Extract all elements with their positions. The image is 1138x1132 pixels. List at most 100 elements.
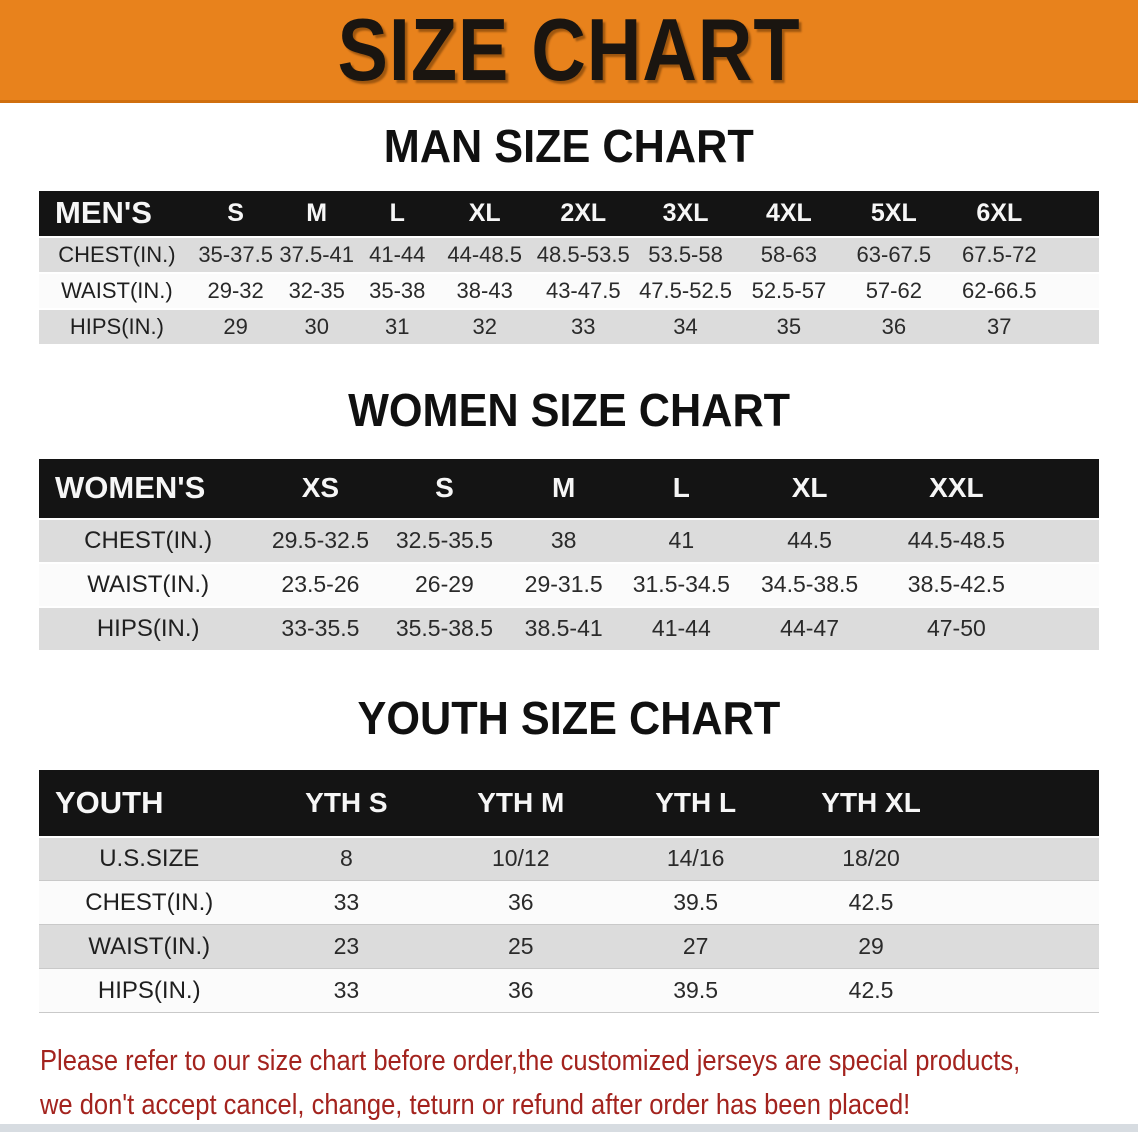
size-value-cell: 29: [858, 933, 884, 960]
size-header-cell: 6XL: [946, 190, 1053, 237]
size-value-cell: 41-44: [651, 615, 711, 642]
size-value-cell: 37.5-41: [279, 241, 355, 267]
size-value-cell: 47.5-52.5: [639, 277, 733, 303]
men-section-title: MAN SIZE CHART: [0, 120, 1138, 173]
size-value-cell: 42.5: [848, 977, 894, 1004]
youth-size-section: YOUTH SIZE CHART YOUTH YTH S YTH M YTH L YTH…: [0, 692, 1138, 1013]
size-value-cell: 37: [987, 313, 1012, 339]
size-value-cell: 32-35: [288, 277, 345, 303]
size-header-cell: S: [194, 190, 277, 237]
size-value-cell: 34.5-38.5: [760, 571, 859, 598]
spacer-cell: [959, 925, 1099, 969]
size-value-cell: 43-47.5: [545, 277, 621, 303]
size-value-cell: 30: [304, 313, 329, 339]
table-row: U.S.SIZE 8 10/12 14/16 18/20: [39, 836, 1099, 881]
spacer-cell: [959, 769, 1099, 837]
men-section-title-text: MAN SIZE CHART: [384, 120, 754, 172]
size-value-cell: 29-32: [207, 277, 264, 303]
size-value-cell: 31: [385, 313, 410, 339]
row-label-cell: CHEST(IN.): [85, 888, 214, 916]
spacer-cell: [1052, 273, 1099, 309]
row-label-cell: WAIST(IN.): [87, 570, 210, 598]
size-value-cell: 44-48.5: [447, 241, 522, 267]
row-label-cell: HIPS(IN.): [69, 313, 164, 339]
size-value-cell: 10/12: [491, 845, 550, 872]
size-header-cell: M: [505, 458, 622, 519]
size-header-cell: L: [356, 190, 438, 237]
size-value-cell: 32: [472, 313, 497, 339]
size-header-cell: S: [383, 458, 506, 519]
row-label-cell: WAIST(IN.): [61, 277, 173, 303]
row-label-cell: CHEST(IN.): [58, 241, 176, 267]
size-value-cell: 36: [881, 313, 907, 339]
size-header-cell: XL: [740, 458, 879, 519]
size-value-cell: 35-38: [369, 277, 426, 303]
spacer-cell: [959, 969, 1099, 1013]
table-row: WAIST(IN.) 23 25 27 29: [39, 924, 1099, 969]
size-value-cell: 33: [333, 977, 360, 1004]
size-header-cell: 3XL: [634, 190, 737, 237]
size-value-cell: 34: [673, 313, 698, 339]
row-label-cell: U.S.SIZE: [99, 844, 200, 872]
row-label-cell: HIPS(IN.): [97, 976, 201, 1004]
women-size-section: WOMEN SIZE CHART WOMEN'S XS S M L XL XXL CHEST(…: [0, 384, 1138, 652]
size-value-cell: 23.5-26: [281, 571, 360, 598]
size-value-cell: 32.5-35.5: [395, 527, 494, 554]
size-value-cell: 62-66.5: [961, 277, 1037, 303]
notice-line-2: we don't accept cancel, change, teturn o…: [40, 1089, 911, 1122]
size-value-cell: 33: [333, 889, 360, 916]
women-section-title-text: WOMEN SIZE CHART: [347, 383, 790, 436]
size-value-cell: 36: [507, 977, 534, 1004]
notice-line-1: Please refer to our size chart before or…: [40, 1045, 1021, 1078]
spacer-cell: [1052, 237, 1099, 273]
women-size-table: WOMEN'S XS S M L XL XXL CHEST(IN.) 29.5-32.5 32.5…: [39, 458, 1099, 652]
size-value-cell: 48.5-53.5: [536, 241, 630, 267]
row-label-cell: HIPS(IN.): [96, 614, 200, 642]
table-title-cell: YOUTH: [39, 769, 260, 837]
size-value-cell: 44.5: [787, 527, 832, 554]
table-row: HIPS(IN.) 33 36 39.5 42.5: [39, 968, 1099, 1013]
size-value-cell: 47-50: [926, 615, 986, 642]
size-value-cell: 52.5-57: [751, 277, 827, 303]
women-section-title: WOMEN SIZE CHART: [0, 384, 1138, 437]
spacer-cell: [959, 837, 1099, 881]
size-header-cell: YTH L: [608, 769, 784, 837]
size-value-cell: 36: [507, 889, 534, 916]
size-value-cell: 14/16: [666, 845, 725, 872]
youth-section-title: YOUTH SIZE CHART: [0, 692, 1138, 745]
size-header-cell: XXL: [878, 458, 1035, 519]
size-value-cell: 35.5-38.5: [395, 615, 494, 642]
size-value-cell: 58-63: [760, 241, 818, 267]
spacer-cell: [959, 881, 1099, 925]
table-row: CHEST(IN.) 35-37.5 37.5-41 41-44 44-48.5 48.5…: [39, 236, 1099, 273]
table-row: CHEST(IN.) 33 36 39.5 42.5: [39, 880, 1099, 925]
size-value-cell: 39.5: [673, 977, 719, 1004]
size-value-cell: 27: [682, 933, 709, 960]
spacer-cell: [1052, 190, 1099, 237]
size-value-cell: 35: [776, 313, 802, 339]
size-value-cell: 29-31.5: [524, 571, 603, 598]
size-value-cell: 57-62: [865, 277, 922, 303]
size-value-cell: 53.5-58: [648, 241, 723, 267]
size-header-cell: YTH S: [259, 769, 434, 837]
size-value-cell: 29: [223, 313, 248, 339]
size-header-cell: M: [276, 190, 357, 237]
size-value-cell: 18/20: [842, 845, 900, 872]
size-value-cell: 29.5-32.5: [271, 527, 370, 554]
bottom-edge-bar: [0, 1124, 1138, 1132]
size-header-cell: L: [621, 458, 741, 519]
size-value-cell: 35-37.5: [198, 241, 273, 267]
spacer-cell: [1052, 309, 1099, 345]
size-header-cell: 2XL: [531, 190, 635, 237]
size-value-cell: 42.5: [848, 889, 894, 916]
page-title: SIZE CHART: [337, 0, 801, 99]
size-value-cell: 38.5-42.5: [907, 571, 1005, 598]
size-chart-banner: SIZE CHART: [0, 0, 1138, 103]
size-value-cell: 38-43: [456, 277, 513, 303]
size-value-cell: 26-29: [415, 571, 474, 598]
size-value-cell: 38: [550, 527, 577, 554]
size-value-cell: 8: [339, 845, 353, 872]
size-value-cell: 44-47: [780, 615, 839, 642]
size-header-cell: XL: [437, 190, 532, 237]
